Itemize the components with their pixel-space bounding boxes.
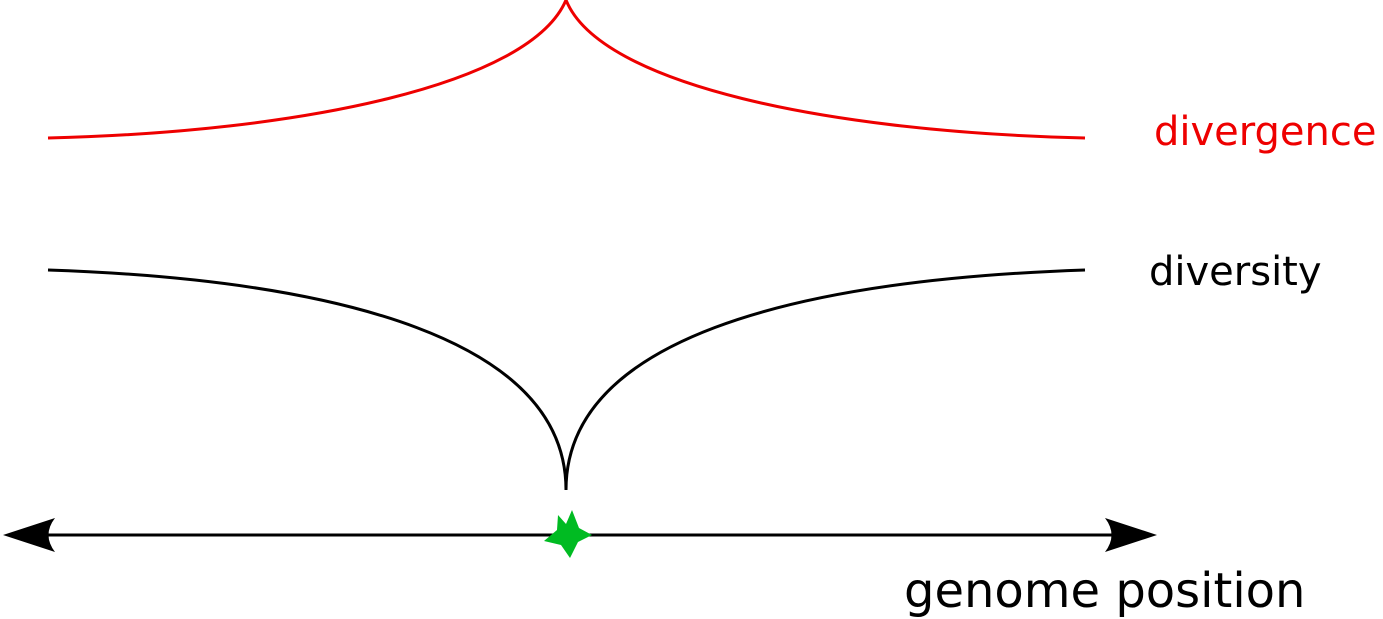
left-arrowhead-icon (3, 518, 55, 552)
genome-position-axis-label: genome position (904, 563, 1306, 619)
diversity-label: diversity (1149, 249, 1322, 295)
divergence-curve (47, 0, 1086, 140)
right-arrowhead-icon (1105, 518, 1157, 552)
diversity-curve (47, 268, 1086, 491)
star-icon (544, 510, 592, 558)
divergence-label: divergence (1154, 109, 1377, 155)
